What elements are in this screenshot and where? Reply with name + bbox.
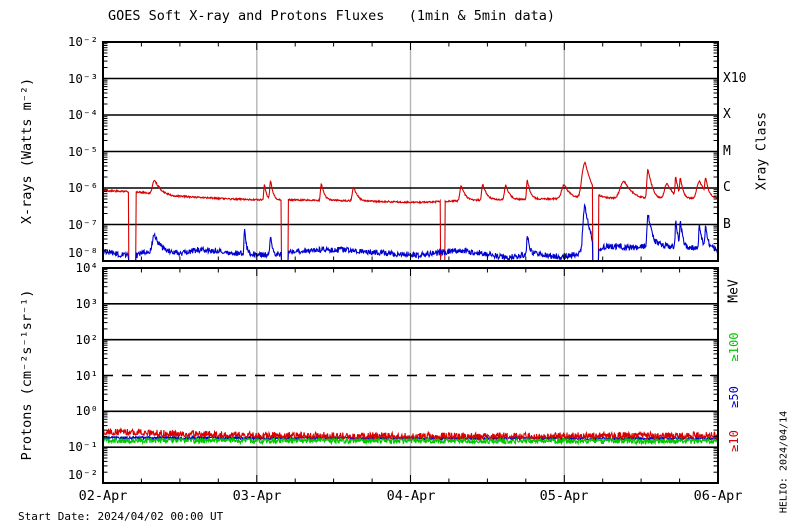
xray-class-label-x: X [723,107,731,122]
protons-y-tick-label: 10⁻¹ [67,439,98,454]
xray-class-axis-label: Xray Class [754,111,770,191]
trace-xray-long-0.1-0.8nm [103,161,718,261]
xray-class-label-b: B [723,217,731,232]
xray-y-tick-label: 10⁻⁸ [67,245,98,260]
proton-threshold-label-ge10: ≥10 [727,430,741,452]
protons-y-tick-label: 10³ [75,296,98,311]
xray-class-label-x10: X10 [723,71,747,86]
proton-mev-axis-label: MeV [726,279,742,303]
xray-class-label-m: M [723,144,731,159]
xray-y-tick-label: 10⁻⁵ [67,144,98,159]
trace-protons-ge10MeV [103,427,718,441]
x-tick-label-06-apr: 06-Apr [693,488,743,504]
protons-y-tick-label: 10⁻² [67,467,98,482]
proton-y-axis-label: Protons (cm⁻²s⁻¹sr⁻¹) [19,289,35,461]
protons-y-tick-label: 10⁴ [75,260,98,275]
chart-title: GOES Soft X-ray and Protons Fluxes (1min… [108,8,556,24]
start-date-text: Start Date: 2024/04/02 00:00 UT [18,510,224,523]
trace-protons-ge100MeV [103,436,718,446]
xray-y-tick-label: 10⁻⁷ [67,217,98,232]
xray-y-tick-label: 10⁻² [67,34,98,49]
xray-y-axis-label: X-rays (Watts m⁻²) [19,77,35,225]
protons-y-tick-label: 10² [75,332,98,347]
proton-threshold-label-ge50: ≥50 [727,386,741,408]
xray-y-tick-label: 10⁻³ [67,71,98,86]
xray-y-tick-label: 10⁻⁶ [67,180,98,195]
xray-y-tick-label: 10⁻⁴ [67,107,98,122]
x-tick-label-03-apr: 03-Apr [232,488,282,504]
x-tick-label-05-apr: 05-Apr [539,488,589,504]
xray-class-label-c: C [723,180,731,195]
x-tick-label-04-apr: 04-Apr [386,488,436,504]
watermark-text: HELIO: 2024/04/14 [778,410,790,514]
protons-y-tick-label: 10¹ [75,368,98,383]
x-tick-label-02-apr: 02-Apr [78,488,128,504]
protons-y-tick-label: 10⁰ [75,403,98,418]
proton-threshold-label-ge100: ≥100 [727,332,741,362]
